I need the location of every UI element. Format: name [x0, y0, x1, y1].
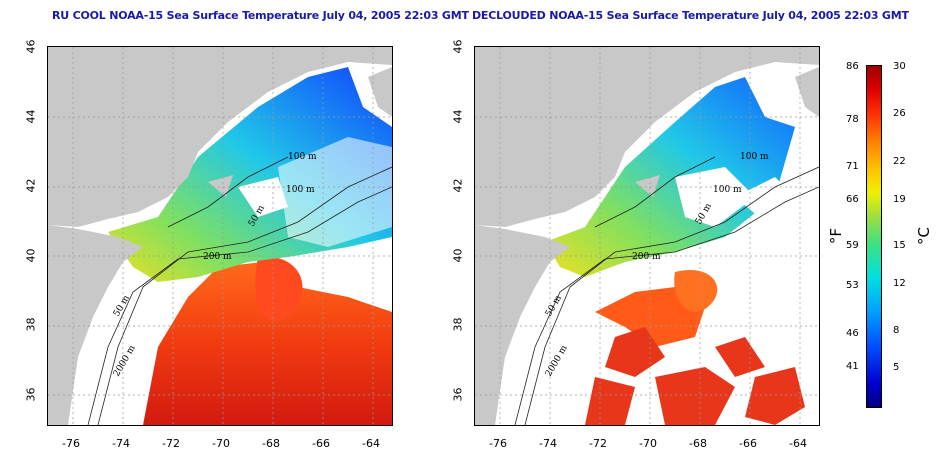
left-map-panel: 100 m 100 m 50 m 200 m 50 m 2000 m	[47, 46, 393, 426]
warm-water-region	[143, 262, 392, 425]
temperature-colorbar	[866, 65, 882, 408]
cool-water-region	[545, 77, 795, 277]
land-mass	[48, 47, 392, 227]
x-tick: -76	[62, 437, 80, 450]
x-tick: -68	[689, 437, 707, 450]
celsius-tick: 8	[893, 325, 900, 336]
x-tick: -76	[489, 437, 507, 450]
fahrenheit-tick: 86	[846, 61, 859, 72]
x-tick: -66	[312, 437, 330, 450]
celsius-tick: 19	[893, 194, 906, 205]
y-tick: 44	[451, 109, 465, 124]
x-tick: -64	[789, 437, 807, 450]
fahrenheit-tick: 53	[846, 280, 859, 291]
right-map-title: DECLOUDED NOAA-15 Sea Surface Temperatur…	[472, 9, 909, 22]
x-tick: -66	[739, 437, 757, 450]
contour-label: 200 m	[203, 252, 232, 262]
contour-label: 100 m	[740, 152, 769, 162]
x-tick: -70	[639, 437, 657, 450]
x-tick: -72	[589, 437, 607, 450]
celsius-tick: 5	[893, 362, 900, 373]
celsius-unit-label: °C	[914, 227, 933, 245]
warm-water-patches	[585, 270, 805, 425]
celsius-tick: 15	[893, 240, 906, 251]
contour-label: 200 m	[632, 252, 661, 262]
contour-label: 100 m	[288, 152, 317, 162]
fahrenheit-tick: 71	[846, 161, 859, 172]
fahrenheit-tick: 78	[846, 114, 859, 125]
y-tick: 46	[24, 39, 38, 54]
y-tick: 44	[24, 109, 38, 124]
right-map-svg: 100 m 100 m 50 m 200 m 50 m 2000 m	[475, 47, 819, 425]
celsius-tick: 22	[893, 156, 906, 167]
fahrenheit-tick: 41	[846, 361, 859, 372]
x-tick: -72	[162, 437, 180, 450]
x-tick: -68	[262, 437, 280, 450]
celsius-tick: 30	[893, 61, 906, 72]
left-map-svg: 100 m 100 m 50 m 200 m 50 m 2000 m	[48, 47, 392, 425]
y-tick: 40	[451, 248, 465, 263]
y-tick: 40	[24, 248, 38, 263]
y-tick: 38	[451, 317, 465, 332]
contour-label: 2000 m	[112, 343, 138, 378]
fahrenheit-unit-label: °F	[827, 227, 846, 245]
land-mass	[475, 47, 819, 227]
left-map-title: RU COOL NOAA-15 Sea Surface Temperature …	[52, 9, 469, 22]
contour-label: 100 m	[286, 185, 315, 195]
x-tick: -74	[539, 437, 557, 450]
y-tick: 42	[451, 178, 465, 193]
celsius-tick: 26	[893, 108, 906, 119]
contour-label: 50 m	[112, 293, 132, 318]
right-map-panel: 100 m 100 m 50 m 200 m 50 m 2000 m	[474, 46, 820, 426]
x-tick: -64	[362, 437, 380, 450]
contour-label: 100 m	[713, 185, 742, 195]
y-tick: 36	[24, 387, 38, 402]
y-tick: 42	[24, 178, 38, 193]
y-tick: 46	[451, 39, 465, 54]
y-tick: 36	[451, 387, 465, 402]
contour-label: 50 m	[544, 293, 564, 318]
y-tick: 38	[24, 317, 38, 332]
celsius-tick: 12	[893, 278, 906, 289]
contour-label: 2000 m	[544, 343, 570, 378]
x-tick: -74	[112, 437, 130, 450]
x-tick: -70	[212, 437, 230, 450]
fahrenheit-tick: 46	[846, 328, 859, 339]
fahrenheit-tick: 66	[846, 194, 859, 205]
fahrenheit-tick: 59	[846, 240, 859, 251]
